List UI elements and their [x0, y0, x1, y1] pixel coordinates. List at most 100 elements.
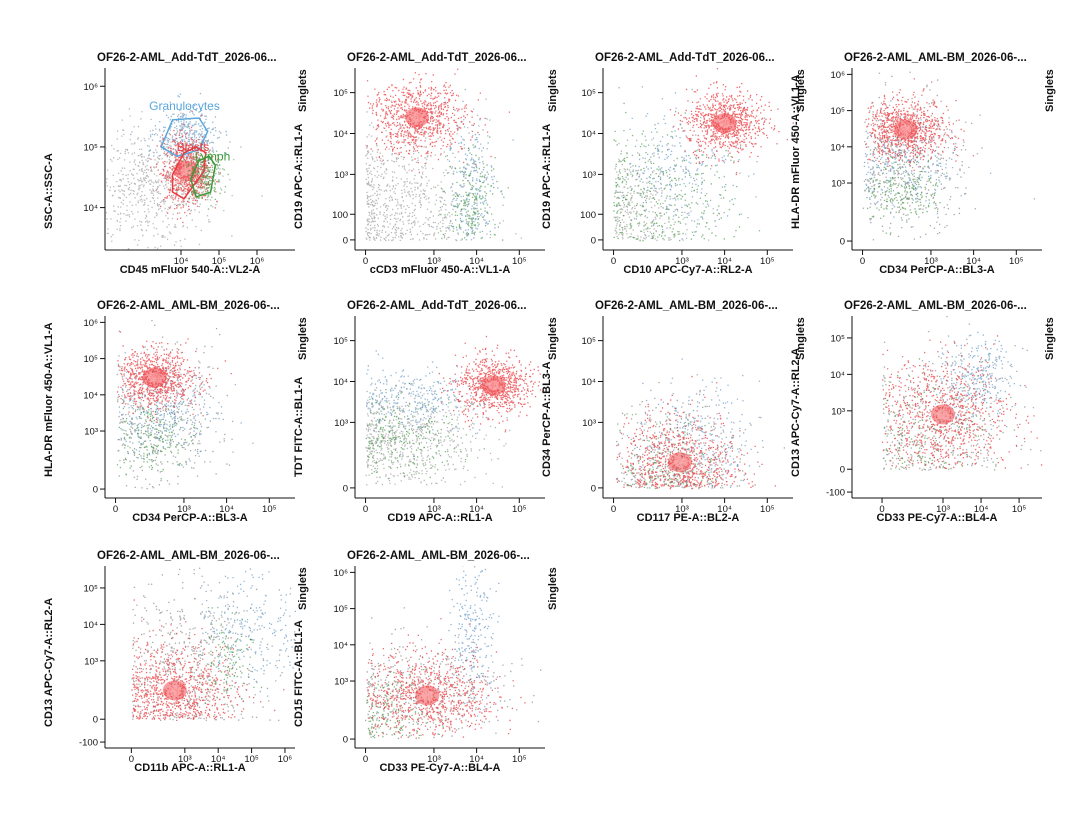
y-axis-label: HLA-DR mFluor 450-A::VL1-A	[43, 322, 55, 477]
y-tick-label: 10⁵	[581, 88, 596, 99]
x-tick-label: 10⁵	[760, 504, 775, 515]
x-tick-label: 10⁵	[244, 754, 259, 765]
y-tick-label: 10⁴	[830, 370, 845, 381]
events-layer	[862, 71, 1036, 241]
plot-svg: 0 10³ 10⁴ 10⁵ 0 10³ 10⁴ 10⁵ 10⁶	[83, 316, 295, 515]
scatter-plot-panel: OF26-2-AML_AML-BM_2026-06-... Singlets HLA…	[790, 52, 1056, 292]
event-series-blasts	[131, 599, 285, 721]
events-layer	[365, 68, 522, 242]
x-tick-label: 10⁶	[278, 754, 293, 765]
y-tick-label: 0	[343, 483, 348, 494]
density-peak	[937, 409, 950, 420]
x-axis-label: CD117 PE-A::BL2-A	[636, 512, 740, 524]
y-tick-label: 100	[580, 210, 596, 221]
density-peak	[180, 166, 193, 177]
events-layer	[106, 93, 263, 250]
y-tick-label: 0	[93, 715, 98, 726]
y-tick-label: 0	[93, 485, 98, 496]
y-axis-label: SSC-A::SSC-A	[43, 153, 55, 229]
plot-title: OF26-2-AML_Add-TdT_2026-06...	[347, 300, 527, 312]
x-tick-label: 0	[363, 256, 368, 267]
y-tick-label: 10⁴	[830, 142, 845, 153]
scatter-plot-panel: OF26-2-AML_AML-BM_2026-06-... Singlets CD3…	[541, 300, 807, 540]
y-tick-label: 0	[840, 465, 845, 476]
x-tick-label: 10⁴	[469, 754, 484, 765]
density-peak	[411, 112, 424, 123]
x-tick-label: 10⁵	[212, 256, 227, 267]
x-tick-label: 10⁵	[760, 256, 775, 267]
x-tick-label: 10³	[427, 754, 441, 765]
event-series-ungated	[613, 139, 722, 242]
y-axis-label: HLA-DR mFluor 450-A::VL1-A	[790, 74, 802, 229]
gate-name-label: Granulocytes	[149, 99, 220, 113]
plot-svg: 0 10³ 10⁴ 10⁵ 0 100 10³ 10⁴ 10⁵	[332, 68, 545, 267]
y-tick-label: 10⁴	[83, 203, 98, 214]
scatter-plot-panel: OF26-2-AML_Add-TdT_2026-06... Singlets CD1…	[541, 52, 807, 292]
y-tick-label: 10⁵	[333, 88, 348, 99]
y-tick-label: 10⁵	[830, 106, 845, 117]
event-series-ungated	[882, 323, 1042, 471]
x-tick-label: 10³	[924, 256, 938, 267]
y-tick-label: 10⁴	[333, 377, 348, 388]
scatter-plot-panel: OF26-2-AML_AML-BM_2026-06-... Singlets CD1…	[790, 300, 1056, 540]
x-axis-label: CD10 APC-Cy7-A::RL2-A	[623, 264, 753, 276]
y-tick-label: 10⁶	[84, 318, 99, 329]
gate-label: Singlets	[547, 567, 559, 610]
y-tick-label: 10⁴	[581, 129, 596, 140]
x-tick-label: 0	[363, 754, 368, 765]
y-tick-label: 10⁵	[333, 336, 348, 347]
gate-label: Singlets	[1044, 69, 1056, 112]
gate-polygon-lymph[interactable]	[189, 155, 217, 198]
plot-title: OF26-2-AML_Add-TdT_2026-06...	[97, 52, 277, 64]
x-tick-label: 0	[879, 504, 884, 515]
y-tick-label: 10³	[334, 170, 348, 181]
y-tick-label: 10³	[582, 418, 596, 429]
events-layer	[131, 567, 296, 721]
x-tick-label: 10³	[936, 504, 950, 515]
density-peak	[673, 457, 686, 468]
x-tick-label: 10⁴	[974, 504, 989, 515]
x-tick-label: 10⁴	[469, 504, 484, 515]
y-tick-label: 0	[591, 483, 596, 494]
plot-title: OF26-2-AML_AML-BM_2026-06-...	[844, 52, 1027, 64]
y-tick-label: 10⁵	[83, 142, 98, 153]
y-tick-label: 10³	[84, 656, 98, 667]
density-peak	[148, 372, 161, 383]
plot-svg: 0 10³ 10⁴ 10⁵ -100 0 10³ 10⁴ 10⁵	[826, 316, 1043, 515]
y-tick-label: 10⁴	[333, 129, 348, 140]
density-peak	[718, 118, 731, 129]
scatter-plot-panel: OF26-2-AML_AML-BM_2026-06-... Singlets CD1…	[293, 550, 559, 790]
event-series-blasts	[366, 618, 526, 739]
plot-title: OF26-2-AML_Add-TdT_2026-06...	[347, 52, 527, 64]
x-tick-label: 0	[113, 504, 118, 515]
y-axis-label: CD15 FITC-A::BL1-A	[293, 620, 305, 727]
y-axis-label: CD13 APC-Cy7-A::RL2-A	[790, 347, 802, 477]
x-tick-label: 10⁶	[250, 256, 265, 267]
x-tick-label: 10⁵	[262, 504, 277, 515]
x-tick-label: 0	[363, 504, 368, 515]
event-series-lymph	[867, 144, 948, 234]
density-peak	[899, 124, 912, 135]
y-tick-label: 10³	[831, 406, 845, 417]
density-peak	[168, 685, 181, 696]
y-tick-label: 10³	[334, 418, 348, 429]
gate-polygon-granulocytes[interactable]	[160, 117, 209, 158]
events-layer	[365, 335, 546, 488]
plot-title: OF26-2-AML_Add-TdT_2026-06...	[595, 52, 775, 64]
x-axis-label: CD34 PerCP-A::BL3-A	[879, 264, 995, 276]
x-tick-label: 10³	[177, 504, 191, 515]
plot-svg: 10⁴ 10⁵ 10⁶ 10⁴ 10⁵ 10⁶ Granulocytes BlastsLymp…	[83, 68, 295, 267]
scatter-plot-panel: OF26-2-AML_Add-TdT_2026-06... Singlets CD1…	[293, 52, 559, 292]
y-tick-label: 100	[332, 210, 348, 221]
x-tick-label: 10⁴	[717, 256, 732, 267]
y-tick-label: 0	[343, 735, 348, 746]
y-tick-label: 10⁶	[84, 82, 99, 93]
x-tick-label: 10⁵	[512, 256, 527, 267]
plot-title: OF26-2-AML_AML-BM_2026-06-...	[347, 550, 530, 562]
events-layer	[881, 316, 1043, 471]
x-axis-label: CD33 PE-Cy7-A::BL4-A	[379, 762, 501, 774]
y-axis-label: CD13 APC-Cy7-A::RL2-A	[43, 597, 55, 727]
plot-title: OF26-2-AML_AML-BM_2026-06-...	[97, 300, 280, 312]
x-axis-label: CD11b APC-A::RL1-A	[134, 762, 246, 774]
gate-polygon-blasts[interactable]	[171, 146, 207, 200]
